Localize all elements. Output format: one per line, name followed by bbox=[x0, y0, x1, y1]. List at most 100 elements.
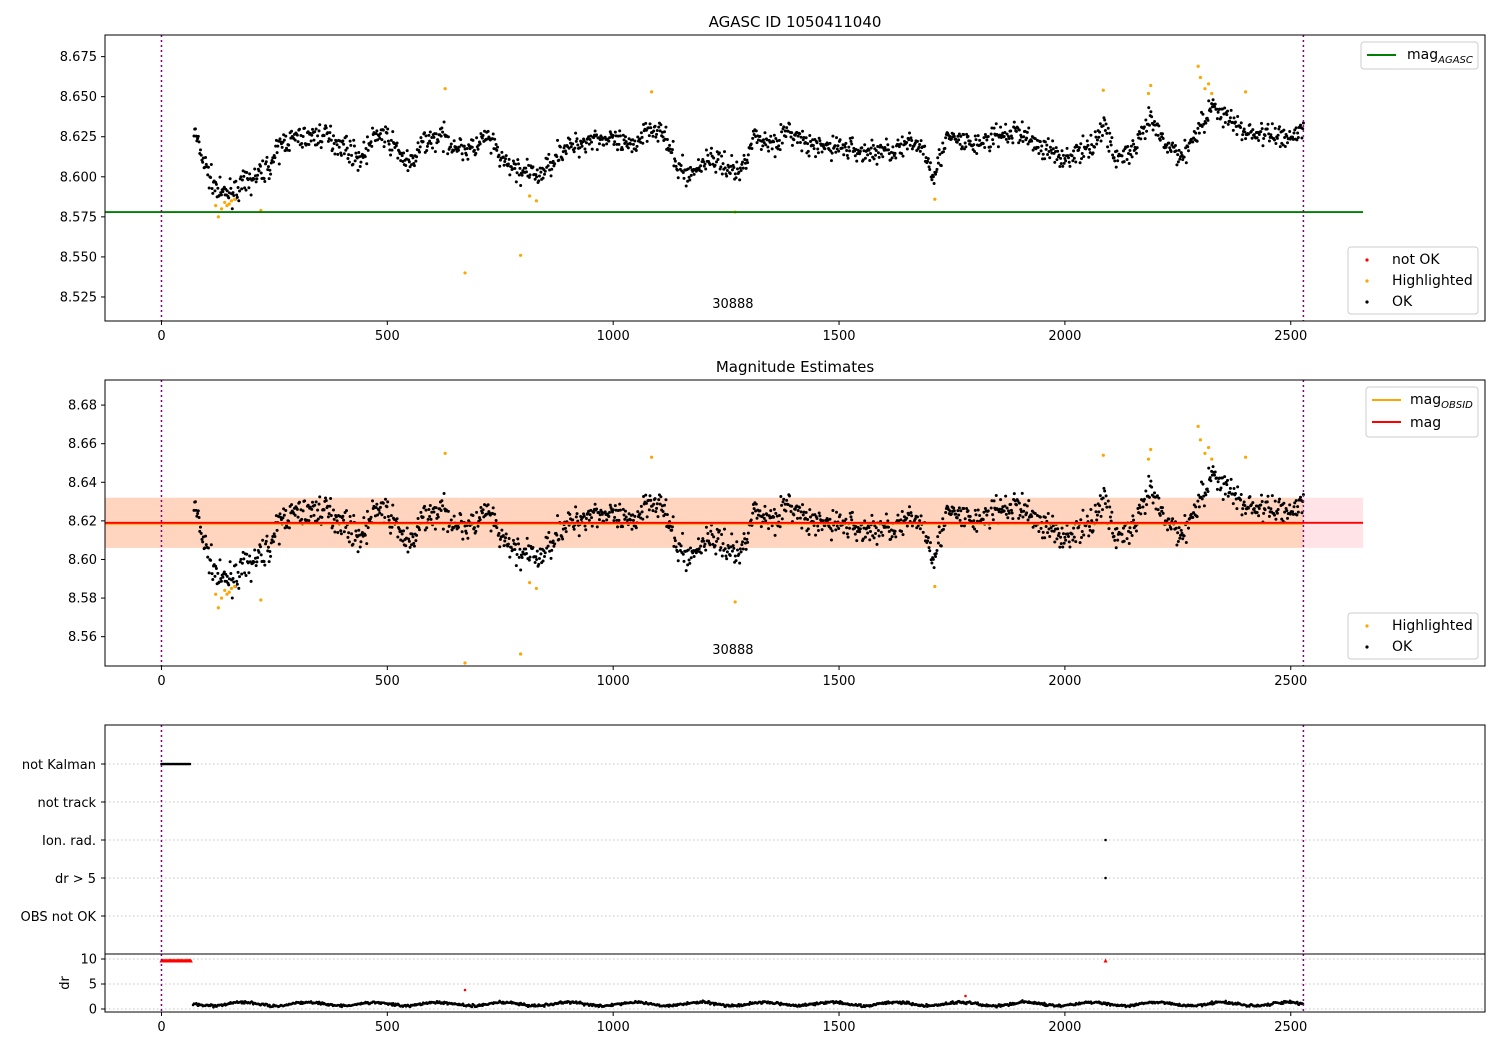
highlighted-point bbox=[443, 87, 447, 91]
ok-point bbox=[1000, 507, 1004, 511]
ok-point bbox=[1171, 141, 1175, 145]
ok-point bbox=[595, 148, 599, 152]
ok-point bbox=[1079, 518, 1083, 522]
ok-point bbox=[1081, 134, 1085, 138]
ok-point bbox=[273, 534, 277, 538]
ok-point bbox=[1259, 121, 1263, 125]
ok-point bbox=[1138, 506, 1142, 510]
flag-label: not track bbox=[37, 796, 96, 811]
ok-point bbox=[1053, 540, 1057, 544]
ok-point bbox=[739, 168, 743, 172]
ok-point bbox=[815, 517, 819, 521]
ok-point bbox=[309, 139, 313, 143]
ok-point bbox=[545, 157, 549, 161]
ok-point bbox=[720, 533, 724, 537]
ok-point bbox=[615, 142, 619, 146]
ok-point bbox=[1161, 137, 1165, 141]
dr-point bbox=[391, 1002, 395, 1005]
ok-point bbox=[277, 162, 281, 166]
ok-point bbox=[1267, 139, 1271, 143]
ok-point bbox=[1239, 493, 1243, 497]
ok-point bbox=[828, 141, 832, 145]
ok-point bbox=[986, 134, 990, 138]
ok-point bbox=[894, 535, 898, 539]
ok-point bbox=[324, 126, 328, 130]
ok-point bbox=[276, 144, 280, 148]
ok-point bbox=[474, 529, 478, 533]
ok-point bbox=[835, 510, 839, 514]
ok-point bbox=[416, 141, 420, 145]
ok-point bbox=[1275, 511, 1279, 515]
ok-point bbox=[576, 519, 580, 523]
ok-point bbox=[385, 131, 389, 135]
ok-point bbox=[574, 515, 578, 519]
ok-point bbox=[704, 167, 708, 171]
ok-point bbox=[1099, 139, 1103, 143]
ok-point bbox=[1054, 146, 1058, 150]
ok-point bbox=[1043, 515, 1047, 519]
svg-text:magAGASC: magAGASC bbox=[1407, 47, 1473, 66]
p4-points bbox=[159, 958, 1305, 1009]
ok-point bbox=[1048, 156, 1052, 160]
ok-point bbox=[234, 179, 238, 183]
ok-point bbox=[407, 539, 411, 543]
ok-point bbox=[721, 542, 725, 546]
ok-point bbox=[533, 177, 537, 181]
ok-point bbox=[1011, 517, 1015, 521]
ok-point bbox=[563, 149, 567, 153]
ok-point bbox=[503, 157, 507, 161]
ok-point bbox=[1005, 132, 1009, 136]
ok-point bbox=[884, 512, 888, 516]
ok-point bbox=[274, 144, 278, 148]
ok-point bbox=[312, 138, 316, 142]
ok-point bbox=[965, 506, 969, 510]
y-tick-label: 8.62 bbox=[68, 514, 97, 529]
ok-point bbox=[515, 171, 519, 175]
ok-point bbox=[506, 162, 510, 166]
ok-point bbox=[658, 129, 662, 133]
ok-point bbox=[1248, 123, 1252, 127]
ok-point bbox=[831, 134, 835, 138]
ok-point bbox=[193, 500, 197, 504]
ok-point bbox=[959, 134, 963, 138]
y-tick-label: 8.625 bbox=[60, 130, 97, 145]
ok-point bbox=[811, 513, 815, 517]
ok-point bbox=[640, 510, 644, 514]
ok-point bbox=[1040, 157, 1044, 161]
ok-point bbox=[1229, 108, 1233, 112]
ok-point bbox=[783, 129, 787, 133]
ok-point bbox=[1160, 506, 1164, 510]
ok-point bbox=[584, 141, 588, 145]
ok-point bbox=[563, 526, 567, 530]
ok-point bbox=[959, 509, 963, 513]
ok-point bbox=[219, 579, 223, 583]
ok-point bbox=[1278, 497, 1282, 501]
ok-point bbox=[1156, 508, 1160, 512]
ok-point bbox=[407, 537, 411, 541]
ok-point bbox=[996, 507, 1000, 511]
ok-point bbox=[509, 545, 513, 549]
ok-point bbox=[928, 168, 932, 172]
y-tick-label: 8.550 bbox=[60, 250, 97, 265]
ok-point bbox=[657, 125, 661, 129]
ok-point bbox=[1132, 142, 1136, 146]
dr-outlier bbox=[463, 988, 467, 992]
ok-point bbox=[238, 575, 242, 579]
ok-point bbox=[240, 178, 244, 182]
ok-point bbox=[1074, 540, 1078, 544]
ok-point bbox=[535, 168, 539, 172]
ok-point bbox=[272, 532, 276, 536]
ok-point bbox=[1071, 159, 1075, 163]
ok-point bbox=[414, 539, 418, 543]
ok-point bbox=[326, 504, 330, 508]
ok-point bbox=[627, 512, 631, 516]
ok-point bbox=[1072, 156, 1076, 160]
ok-point bbox=[590, 140, 594, 144]
ok-point bbox=[1147, 474, 1151, 478]
ok-point bbox=[543, 551, 547, 555]
highlighted-point bbox=[528, 194, 532, 198]
ok-point bbox=[414, 159, 418, 163]
dr-point bbox=[543, 1005, 546, 1008]
ok-point bbox=[1063, 156, 1067, 160]
ok-point bbox=[528, 555, 532, 559]
